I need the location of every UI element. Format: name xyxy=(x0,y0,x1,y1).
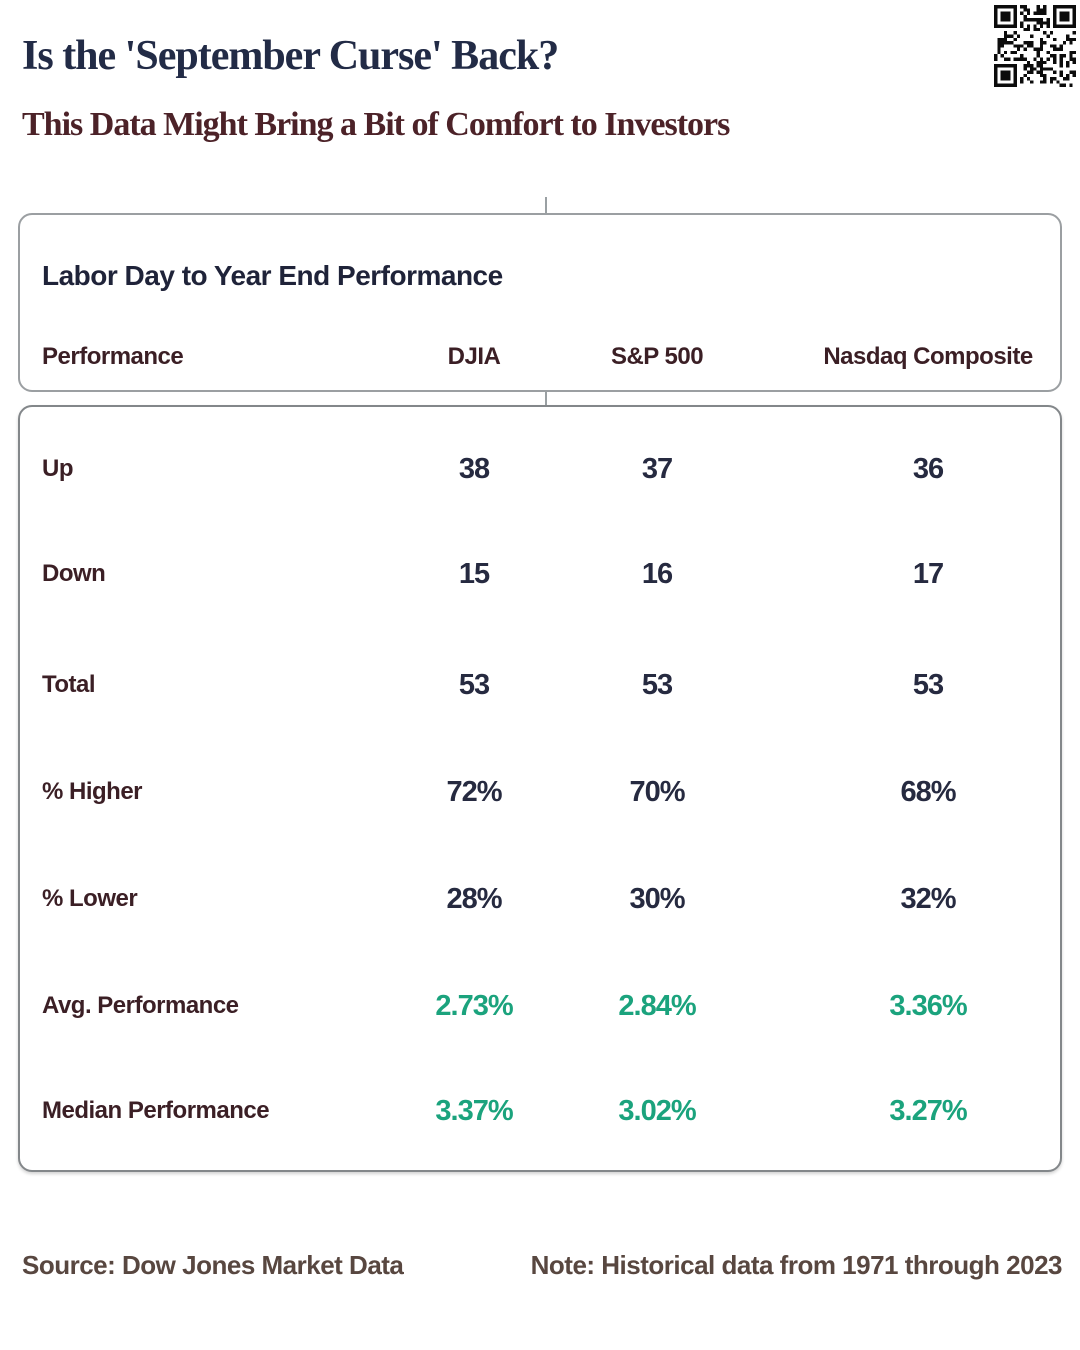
page-subtitle: This Data Might Bring a Bit of Comfort t… xyxy=(22,106,730,143)
page-title: Is the 'September Curse' Back? xyxy=(22,33,559,79)
cell-value: 32% xyxy=(900,883,956,915)
grid-line-divider xyxy=(545,392,547,405)
cell-value: 2.73% xyxy=(435,990,513,1022)
cell-value: 53 xyxy=(912,669,944,701)
cell-value: 16 xyxy=(641,558,673,590)
cell-value: 17 xyxy=(912,558,944,590)
cell-value: 2.84% xyxy=(618,990,696,1022)
cell-value: 15 xyxy=(458,558,490,590)
table-row: Up 38 37 36 xyxy=(20,447,1060,491)
cell-value: 3.27% xyxy=(889,1095,967,1127)
cell-value: 72% xyxy=(446,776,502,808)
column-header-nasdaq-composite: Nasdaq Composite xyxy=(823,343,1033,370)
grid-line-divider xyxy=(545,197,547,213)
row-label: Up xyxy=(42,455,74,482)
table-row: Avg. Performance 2.73% 2.84% 3.36% xyxy=(20,984,1060,1028)
table-header-row: Performance DJIA S&P 500 Nasdaq Composite xyxy=(20,343,1060,375)
cell-value: 38 xyxy=(458,453,490,485)
column-header-performance: Performance xyxy=(42,343,184,370)
table-row: Down 15 16 17 xyxy=(20,552,1060,596)
cell-value: 28% xyxy=(446,883,502,915)
row-label: Avg. Performance xyxy=(42,992,239,1019)
table-row: % Higher 72% 70% 68% xyxy=(20,770,1060,814)
cell-value: 3.36% xyxy=(889,990,967,1022)
cell-value: 37 xyxy=(641,453,673,485)
footer-note: Note: Historical data from 1971 through … xyxy=(530,1250,1063,1280)
row-label: Total xyxy=(42,671,96,698)
table-row: Median Performance 3.37% 3.02% 3.27% xyxy=(20,1089,1060,1133)
cell-value: 53 xyxy=(458,669,490,701)
row-label: Down xyxy=(42,560,106,587)
cell-value: 3.02% xyxy=(618,1095,696,1127)
table-row: Total 53 53 53 xyxy=(20,663,1060,707)
row-label: Median Performance xyxy=(42,1097,270,1124)
column-header-s-p-500: S&P 500 xyxy=(610,343,704,370)
table-body-card: Up 38 37 36 Down 15 16 17 Total 53 53 53 % Higher 72%… xyxy=(18,405,1062,1172)
cell-value: 3.37% xyxy=(435,1095,513,1127)
cell-value: 30% xyxy=(629,883,685,915)
table-header-card: Labor Day to Year End Performance Perfor… xyxy=(18,213,1062,392)
cell-value: 68% xyxy=(900,776,956,808)
row-label: % Higher xyxy=(42,778,143,805)
cell-value: 36 xyxy=(912,453,944,485)
table-row: % Lower 28% 30% 32% xyxy=(20,877,1060,921)
table-title: Labor Day to Year End Performance xyxy=(42,260,503,291)
cell-value: 53 xyxy=(641,669,673,701)
qr-code-icon xyxy=(994,5,1076,87)
row-label: % Lower xyxy=(42,885,138,912)
column-header-djia: DJIA xyxy=(447,343,501,370)
cell-value: 70% xyxy=(629,776,685,808)
footer-source: Source: Dow Jones Market Data xyxy=(22,1250,404,1280)
